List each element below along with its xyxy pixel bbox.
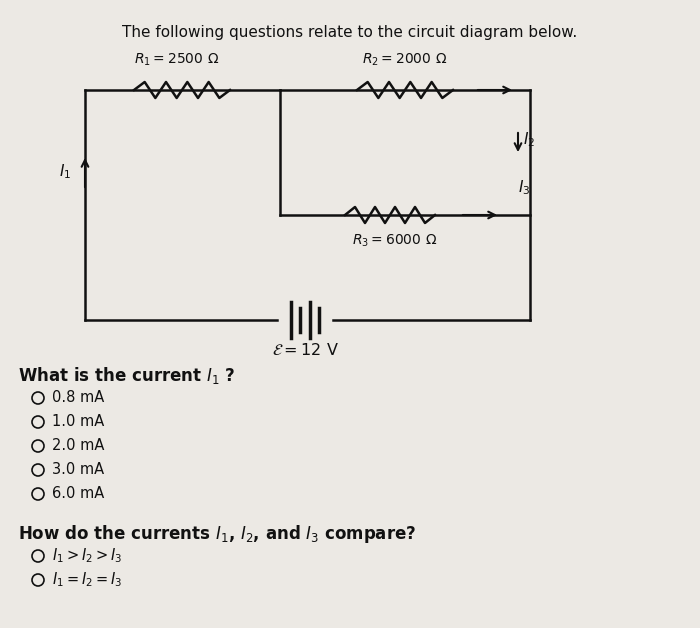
- Text: 0.8 mA: 0.8 mA: [52, 391, 104, 406]
- Text: What is the current $I_1$ ?: What is the current $I_1$ ?: [18, 365, 235, 386]
- Text: $I_1 > I_2 > I_3$: $I_1 > I_2 > I_3$: [52, 546, 122, 565]
- Text: 3.0 mA: 3.0 mA: [52, 462, 104, 477]
- Text: $I_1$: $I_1$: [59, 163, 71, 181]
- Text: $I_3$: $I_3$: [518, 178, 531, 197]
- Text: $I_1 = I_2 = I_3$: $I_1 = I_2 = I_3$: [52, 571, 122, 589]
- Text: 6.0 mA: 6.0 mA: [52, 487, 104, 502]
- Text: $R_1 = 2500\ \Omega$: $R_1 = 2500\ \Omega$: [134, 51, 220, 68]
- Text: 1.0 mA: 1.0 mA: [52, 414, 104, 430]
- Text: How do the currents $I_1$, $I_2$, and $I_3$ compare?: How do the currents $I_1$, $I_2$, and $I…: [18, 523, 416, 545]
- Text: The following questions relate to the circuit diagram below.: The following questions relate to the ci…: [122, 25, 577, 40]
- Text: $R_3 = 6000\ \Omega$: $R_3 = 6000\ \Omega$: [352, 233, 438, 249]
- Text: 2.0 mA: 2.0 mA: [52, 438, 104, 453]
- Text: $I_2$: $I_2$: [523, 130, 536, 149]
- Text: $\mathcal{E} = 12\ \mathrm{V}$: $\mathcal{E} = 12\ \mathrm{V}$: [272, 342, 338, 358]
- Text: $R_2 = 2000\ \Omega$: $R_2 = 2000\ \Omega$: [363, 51, 447, 68]
